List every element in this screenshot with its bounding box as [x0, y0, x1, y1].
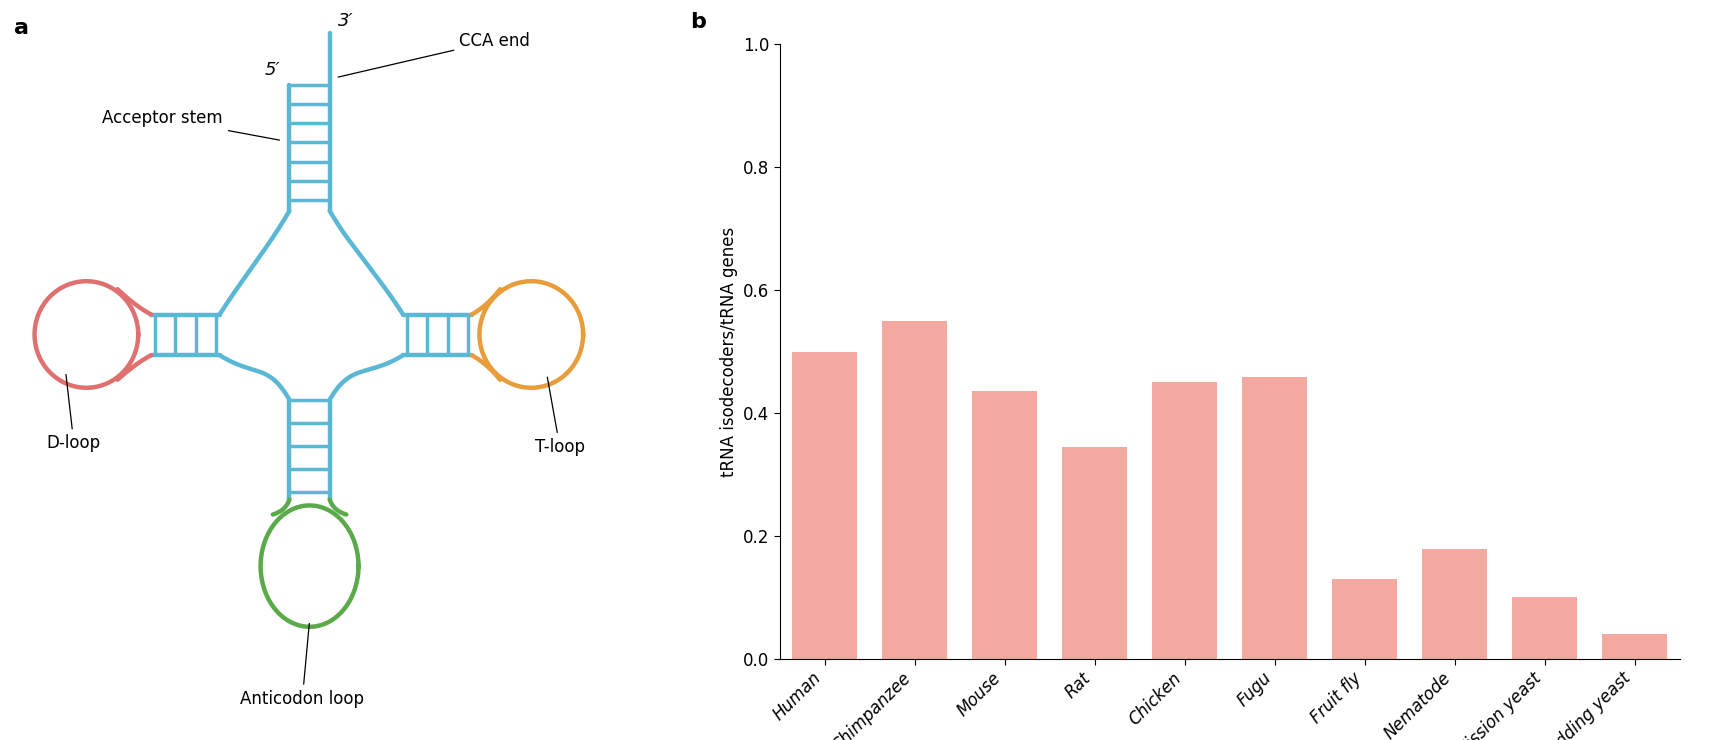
- Text: 5′: 5′: [266, 61, 281, 79]
- Text: D-loop: D-loop: [46, 374, 101, 452]
- Text: 3′: 3′: [338, 12, 355, 30]
- Text: Anticodon loop: Anticodon loop: [240, 624, 365, 707]
- Text: CCA end: CCA end: [338, 32, 530, 77]
- Bar: [1423, 549, 1488, 659]
- Text: T-loop: T-loop: [535, 377, 584, 456]
- Bar: [883, 320, 948, 659]
- Text: Acceptor stem: Acceptor stem: [103, 110, 279, 140]
- Y-axis label: tRNA isodecoders/tRNA genes: tRNA isodecoders/tRNA genes: [720, 226, 737, 477]
- Text: b: b: [689, 12, 706, 32]
- Bar: [1512, 597, 1577, 659]
- Bar: [1332, 579, 1397, 659]
- Bar: [1603, 634, 1668, 659]
- Text: a: a: [14, 18, 29, 38]
- Bar: [792, 352, 857, 659]
- Bar: [1063, 447, 1128, 659]
- Bar: [1243, 377, 1308, 659]
- Bar: [972, 391, 1037, 659]
- Bar: [1152, 382, 1217, 659]
